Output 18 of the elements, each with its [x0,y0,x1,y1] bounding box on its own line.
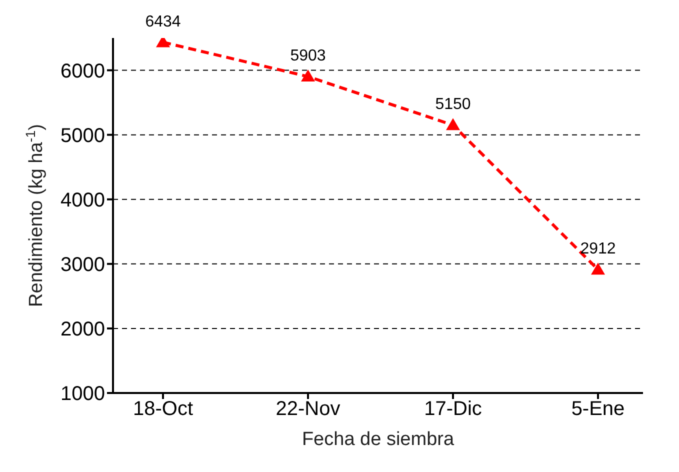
y-tick-label: 3000 [60,254,105,276]
y-tick-label: 4000 [60,189,105,212]
data-label: 5150 [435,96,471,114]
x-tick-label: 17-Dic [424,398,482,420]
x-tick-label: 5-Ene [571,398,625,420]
point [446,118,460,130]
point [591,262,605,275]
data-label: 6434 [145,13,181,30]
x-axis-title: Fecha de siembra [302,429,454,450]
point [301,70,315,82]
x-tick-label: 22-Nov [276,398,340,420]
data-label: 5903 [290,48,326,65]
x-tick-label: 18-Oct [132,398,194,420]
y-tick-label: 2000 [60,318,105,341]
y-tick-label: 6000 [60,60,105,82]
y-tick-label: 1000 [60,383,105,406]
y-tick-label: 5000 [60,124,105,147]
data-label: 2912 [580,240,616,258]
